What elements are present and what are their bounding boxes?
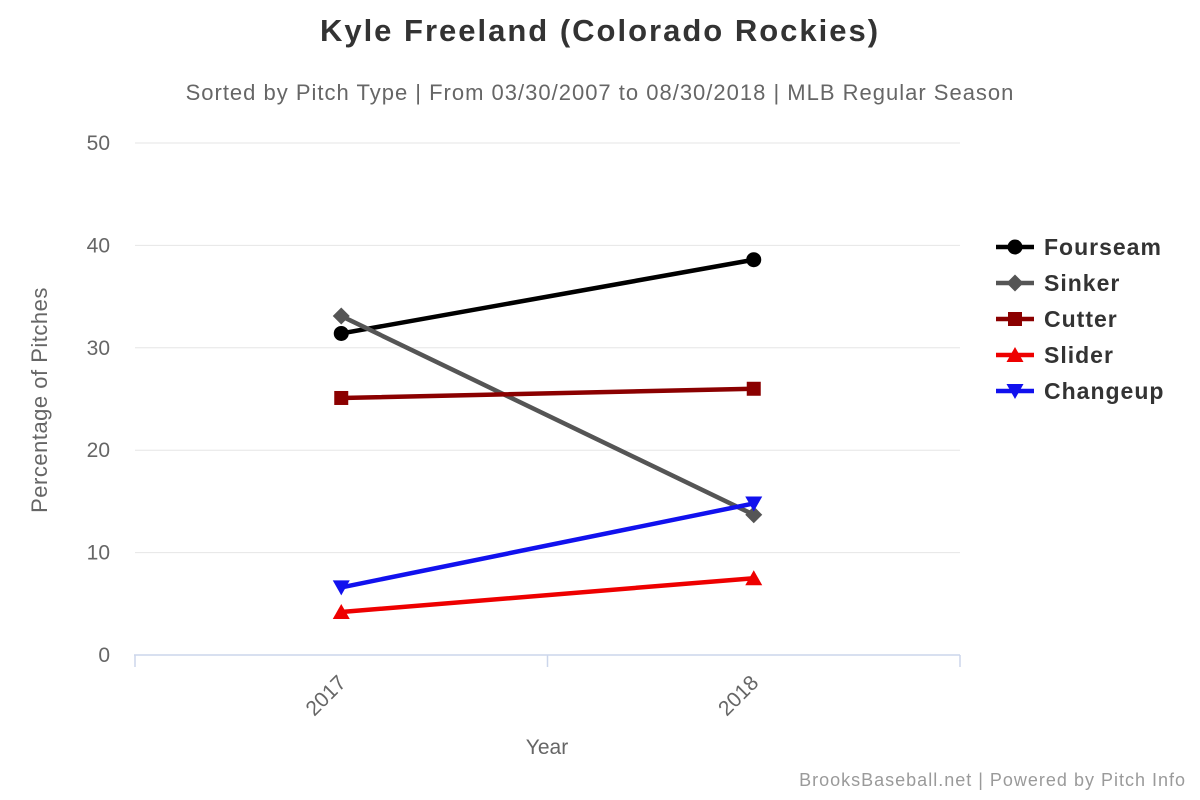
legend-symbol-slider bbox=[1006, 347, 1024, 362]
legend-marker-cutter-icon bbox=[996, 312, 1034, 326]
y-tick-label: 20 bbox=[87, 439, 110, 462]
legend-symbol-changeup bbox=[1006, 384, 1024, 399]
legend-item-cutter[interactable]: Cutter bbox=[996, 306, 1164, 332]
legend-label-sinker: Sinker bbox=[1044, 269, 1121, 296]
data-point-cutter bbox=[334, 390, 349, 405]
y-tick-label: 50 bbox=[87, 132, 110, 155]
y-tick-label: 30 bbox=[87, 337, 110, 360]
data-point-slider bbox=[745, 570, 763, 586]
y-tick-label: 40 bbox=[87, 234, 110, 257]
legend-label-slider: Slider bbox=[1044, 341, 1114, 368]
legend-symbol-fourseam bbox=[1007, 239, 1023, 255]
x-axis-title: Year bbox=[525, 736, 569, 759]
legend-symbol-cutter bbox=[1008, 312, 1022, 326]
data-point-changeup bbox=[332, 580, 350, 596]
data-point-sinker bbox=[745, 506, 763, 524]
legend-item-slider[interactable]: Slider bbox=[996, 342, 1164, 368]
legend-item-sinker[interactable]: Sinker bbox=[996, 270, 1164, 296]
legend: Fourseam Sinker Cutter Slider Changeup bbox=[996, 234, 1164, 414]
data-point-cutter bbox=[746, 381, 761, 396]
legend-item-changeup[interactable]: Changeup bbox=[996, 378, 1164, 404]
legend-marker-changeup-icon bbox=[996, 384, 1034, 399]
data-point-sinker bbox=[332, 307, 350, 325]
credits-text: BrooksBaseball.net | Powered by Pitch In… bbox=[799, 770, 1186, 790]
y-tick-label: 0 bbox=[98, 644, 110, 667]
data-point-fourseam bbox=[333, 325, 349, 341]
data-point-changeup bbox=[745, 496, 763, 512]
chart-title: Kyle Freeland (Colorado Rockies) bbox=[319, 13, 881, 48]
legend-item-fourseam[interactable]: Fourseam bbox=[996, 234, 1164, 260]
legend-marker-slider-icon bbox=[996, 347, 1034, 362]
series-line-cutter bbox=[339, 386, 756, 401]
y-tick-label: 10 bbox=[87, 542, 110, 565]
series-line-slider bbox=[339, 575, 756, 615]
y-axis-title: Percentage of Pitches bbox=[27, 287, 52, 513]
x-tick-label: 2018 bbox=[714, 671, 763, 720]
series-line-sinker bbox=[339, 313, 756, 517]
x-tick-label: 2017 bbox=[301, 671, 350, 720]
legend-marker-sinker-icon bbox=[996, 274, 1034, 292]
legend-label-fourseam: Fourseam bbox=[1044, 233, 1162, 260]
data-point-fourseam bbox=[746, 252, 762, 268]
chart-subtitle: Sorted by Pitch Type | From 03/30/2007 t… bbox=[185, 80, 1015, 105]
legend-label-changeup: Changeup bbox=[1044, 377, 1165, 404]
legend-symbol-sinker bbox=[1006, 274, 1024, 292]
series-line-changeup bbox=[339, 501, 756, 590]
series-line-fourseam bbox=[339, 257, 756, 336]
legend-label-cutter: Cutter bbox=[1044, 305, 1118, 332]
data-point-slider bbox=[332, 603, 350, 619]
legend-marker-fourseam-icon bbox=[996, 239, 1034, 255]
